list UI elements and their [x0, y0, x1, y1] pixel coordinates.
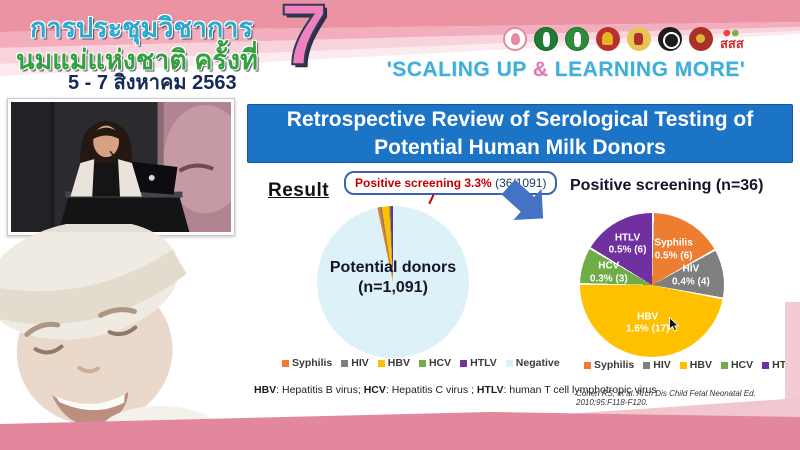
- slogan-suffix: LEARNING MORE': [548, 58, 746, 81]
- conference-slogan: 'SCALING UP & LEARNING MORE': [335, 58, 797, 82]
- legend-swatch-icon: [643, 361, 651, 369]
- conference-title-line1: การประชุมวิชาการ: [30, 13, 253, 43]
- legend-swatch-icon: [679, 361, 687, 369]
- health-department-logo-icon: [565, 27, 589, 51]
- positive-screening-pie-wrap: Syphilis 0.5% (6) HIV 0.4% (4) HBV 1.6% (17) H…: [580, 213, 724, 357]
- legend-swatch-icon: [282, 359, 289, 367]
- pie-slice-label-hcv: HCV 0.3% (3): [589, 260, 628, 285]
- sponsor-logo-row: 🔴🟢 สสส: [503, 27, 744, 51]
- thaihealth-sss-logo: 🔴🟢 สสส: [720, 27, 744, 51]
- legend-swatch-icon: [720, 361, 728, 369]
- donors-pie-legend: Syphilis HIV HBV HCV HTLV Negative: [282, 357, 560, 369]
- slogan-prefix: 'SCALING UP: [386, 58, 533, 81]
- royal-emblem-icon: [627, 27, 651, 51]
- sss-logo-text: สสส: [720, 36, 744, 51]
- legend-item-hbv: HBV: [377, 357, 410, 369]
- legend-swatch-icon: [418, 359, 426, 367]
- pie-slice-label-syphilis: Syphilis 0.5% (6): [654, 237, 693, 262]
- potential-donors-pie-chart: Potential donors (n=1,091): [317, 206, 469, 358]
- presenter-video[interactable]: [7, 98, 235, 236]
- legend-swatch-icon: [584, 361, 591, 369]
- slogan-ampersand: &: [532, 58, 549, 81]
- conference-title-line2: นมแม่แห่งชาติ ครั้งที่: [16, 45, 258, 75]
- legend-item-hiv: HIV: [341, 357, 369, 369]
- donors-label-line2: (n=1,091): [358, 279, 428, 296]
- baby-background-image: [0, 224, 220, 450]
- legend-item-hcv: HCV: [418, 357, 451, 369]
- legend-item-hiv: HIV: [643, 359, 671, 371]
- legend-swatch-icon: [341, 359, 349, 367]
- legend-item-htlv: HTLV: [460, 357, 497, 369]
- callout-bold-text: Positive screening 3.3%: [355, 176, 492, 190]
- edition-number: 7: [279, 0, 329, 84]
- result-label: Result: [268, 180, 330, 201]
- legend-item-syphilis: Syphilis: [282, 357, 332, 369]
- legend-swatch-icon: [505, 359, 513, 367]
- legend-item-negative: Negative: [505, 357, 560, 369]
- college-seal-icon: [689, 27, 713, 51]
- presenter-scene: [11, 102, 231, 232]
- positive-screening-title: Positive screening (n=36): [570, 177, 764, 194]
- callout-pointer-line: [428, 194, 442, 208]
- legend-swatch-icon: [460, 359, 468, 367]
- legend-swatch-icon: [762, 361, 770, 369]
- pie-slice-label-hbv: HBV 1.6% (17): [625, 311, 670, 335]
- arrow-right-icon: [501, 179, 544, 220]
- donors-label-line1: Potential donors: [329, 259, 457, 276]
- pie-slice-label-hiv: HIV 0.4% (4): [671, 263, 710, 288]
- legend-item-hcv: HCV: [720, 359, 753, 371]
- association-seal-icon: [658, 27, 682, 51]
- conference-date: 5 - 7 สิงหาคม 2563: [68, 72, 237, 94]
- legend-item-hbv: HBV: [679, 359, 712, 371]
- callout-fraction: (36/1091): [491, 176, 547, 190]
- mother-and-child-logo-icon: [503, 27, 527, 51]
- presentation-slide: Retrospective Review of Serological Test…: [240, 96, 800, 412]
- positive-screening-pie-chart: [580, 213, 724, 357]
- legend-swatch-icon: [377, 359, 385, 367]
- pie-slice-label-htlv: HTLV 0.5% (6): [608, 232, 647, 256]
- reference-citation: Cohen RS, et al. Arch Dis Child Fetal Ne…: [576, 389, 756, 407]
- mouse-cursor-icon: [669, 316, 680, 332]
- sss-logo-dots-icon: 🔴🟢: [723, 31, 741, 37]
- slide-title: Retrospective Review of Serological Test…: [247, 104, 793, 163]
- public-health-logo-icon: [534, 27, 558, 51]
- legend-item-syphilis: Syphilis: [584, 359, 634, 371]
- virus-footnote: HBV: Hepatitis B virus; HCV: Hepatitis C…: [254, 384, 657, 396]
- potential-donors-label: Potential donors (n=1,091): [317, 258, 469, 298]
- university-emblem-icon: [596, 27, 620, 51]
